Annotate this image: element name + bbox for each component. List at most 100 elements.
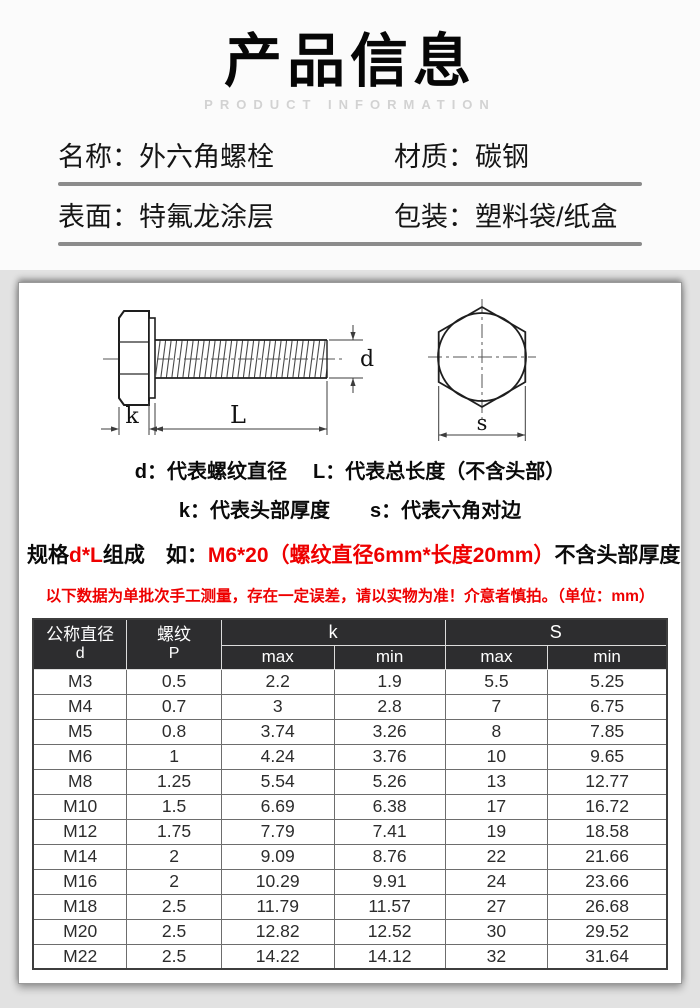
- table-cell: 2: [126, 843, 222, 870]
- dim-label-L: L: [230, 401, 246, 429]
- table-cell: 16.72: [547, 793, 668, 820]
- table-cell: 3: [220, 693, 335, 720]
- table-cell: M8: [32, 768, 128, 795]
- table-cell: 5.26: [333, 768, 446, 795]
- table-cell: M10: [32, 793, 128, 820]
- table-cell: 18.58: [547, 818, 668, 845]
- table-cell: 6.75: [547, 693, 668, 720]
- table-cell: 10.29: [220, 868, 335, 895]
- table-row: M16 2 10.29 9.91 24 23.66: [32, 868, 668, 895]
- dim-label-s: s: [477, 411, 488, 435]
- page-subtitle: PRODUCT INFORMATION: [204, 97, 496, 112]
- spec-prefix: 规格: [27, 544, 69, 567]
- table-cell: 6.38: [333, 793, 446, 820]
- spec-line: 规格d*L组成 如：M6*20（螺纹直径6mm*长度20mm）不含头部厚度: [27, 539, 680, 569]
- spec-middle: 组成 如：: [102, 544, 208, 567]
- table-cell: 9.65: [547, 743, 668, 770]
- header-s-max: max: [444, 644, 549, 670]
- table-cell: 9.91: [333, 868, 446, 895]
- table-cell: 2.5: [126, 918, 222, 945]
- table-cell: M6: [32, 743, 128, 770]
- field-material: 材质：碳钢: [394, 141, 529, 172]
- table-cell: 2.5: [126, 943, 222, 970]
- legend-line-1: d：代表螺纹直径 L：代表总长度（不含头部）: [27, 455, 673, 484]
- legend-L: L：代表总长度（不含头部）: [313, 461, 566, 483]
- legend-s: s：代表六角对边: [370, 500, 522, 522]
- bolt-side-view: d L k: [101, 310, 374, 435]
- header-thread: 螺纹 P: [126, 618, 222, 670]
- table-cell: 10: [444, 743, 549, 770]
- table-cell: 5.54: [220, 768, 335, 795]
- table-cell: 6.69: [220, 793, 335, 820]
- table-cell: 5.5: [444, 668, 549, 695]
- table-cell: 13: [444, 768, 549, 795]
- photo-section: d L k: [0, 270, 700, 1008]
- dim-label-k: k: [125, 404, 139, 429]
- table-cell: 2.5: [126, 893, 222, 920]
- table-cell: 19: [444, 818, 549, 845]
- table-cell: 7.79: [220, 818, 335, 845]
- table-row: M10 1.5 6.69 6.38 17 16.72: [32, 793, 668, 820]
- divider: [58, 242, 642, 246]
- table-cell: 3.76: [333, 743, 446, 770]
- header-diameter: 公称直径 d: [32, 618, 128, 670]
- header-s-min: min: [547, 644, 668, 670]
- table-cell: 0.7: [126, 693, 222, 720]
- spec-example: M6*20（螺纹直径6mm*长度20mm）: [207, 544, 555, 567]
- table-cell: 7.85: [547, 718, 668, 745]
- table-cell: 23.66: [547, 868, 668, 895]
- header-k-max: max: [220, 644, 335, 670]
- table-cell: 27: [444, 893, 549, 920]
- table-cell: 29.52: [547, 918, 668, 945]
- table-cell: 22: [444, 843, 549, 870]
- field-name: 名称：外六角螺栓: [58, 141, 274, 172]
- legend-d: d：代表螺纹直径: [134, 461, 287, 483]
- legend-k: k：代表头部厚度: [178, 500, 330, 522]
- table-row: M18 2.5 11.79 11.57 27 26.68: [32, 893, 668, 920]
- field-row-1: 名称：外六角螺栓 材质：碳钢: [0, 126, 700, 182]
- table-cell: 26.68: [547, 893, 668, 920]
- table-cell: M5: [32, 718, 128, 745]
- table-row: M8 1.25 5.54 5.26 13 12.77: [32, 768, 668, 795]
- field-packaging: 包装：塑料袋/纸盒: [394, 201, 618, 232]
- table-cell: M4: [32, 693, 128, 720]
- table-row: M22 2.5 14.22 14.12 32 31.64: [32, 943, 668, 970]
- table-cell: M22: [32, 943, 128, 970]
- table-cell: 24: [444, 868, 549, 895]
- table-cell: 17: [444, 793, 549, 820]
- table-cell: 11.79: [220, 893, 335, 920]
- table-row: M3 0.5 2.2 1.9 5.5 5.25: [32, 668, 668, 695]
- table-cell: 31.64: [547, 943, 668, 970]
- table-cell: 30: [444, 918, 549, 945]
- warning-text: 以下数据为单批次手工测量，存在一定误差，请以实物为准！介意者慎拍。（单位：mm）: [45, 588, 655, 605]
- dim-label-d: d: [360, 347, 374, 372]
- divider: [58, 182, 642, 186]
- header-s-group: S: [444, 618, 668, 646]
- table-cell: 1.75: [126, 818, 222, 845]
- table-cell: 11.57: [333, 893, 446, 920]
- table-cell: 21.66: [547, 843, 668, 870]
- table-cell: 5.25: [547, 668, 668, 695]
- field-surface: 表面：特氟龙涂层: [58, 201, 274, 232]
- table-cell: M14: [32, 843, 128, 870]
- table-cell: 1: [126, 743, 222, 770]
- table-cell: 0.8: [126, 718, 222, 745]
- product-fields: 名称：外六角螺栓 材质：碳钢 表面：特氟龙涂层 包装：塑料袋/纸盒: [0, 126, 700, 246]
- table-cell: 7: [444, 693, 549, 720]
- table-cell: 2: [126, 868, 222, 895]
- spec-card: d L k: [18, 282, 682, 984]
- table-row: M14 2 9.09 8.76 22 21.66: [32, 843, 668, 870]
- table-cell: 7.41: [333, 818, 446, 845]
- table-row: M12 1.75 7.79 7.41 19 18.58: [32, 818, 668, 845]
- table-cell: 14.22: [220, 943, 335, 970]
- legend-line-2: k：代表头部厚度 s：代表六角对边: [27, 494, 673, 523]
- table-cell: 12.77: [547, 768, 668, 795]
- field-row-2: 表面：特氟龙涂层 包装：塑料袋/纸盒: [0, 186, 700, 242]
- table-cell: 1.5: [126, 793, 222, 820]
- table-cell: 3.26: [333, 718, 446, 745]
- bolt-front-view: s: [428, 299, 536, 441]
- table-cell: 32: [444, 943, 549, 970]
- table-cell: M18: [32, 893, 128, 920]
- table-cell: 3.74: [220, 718, 335, 745]
